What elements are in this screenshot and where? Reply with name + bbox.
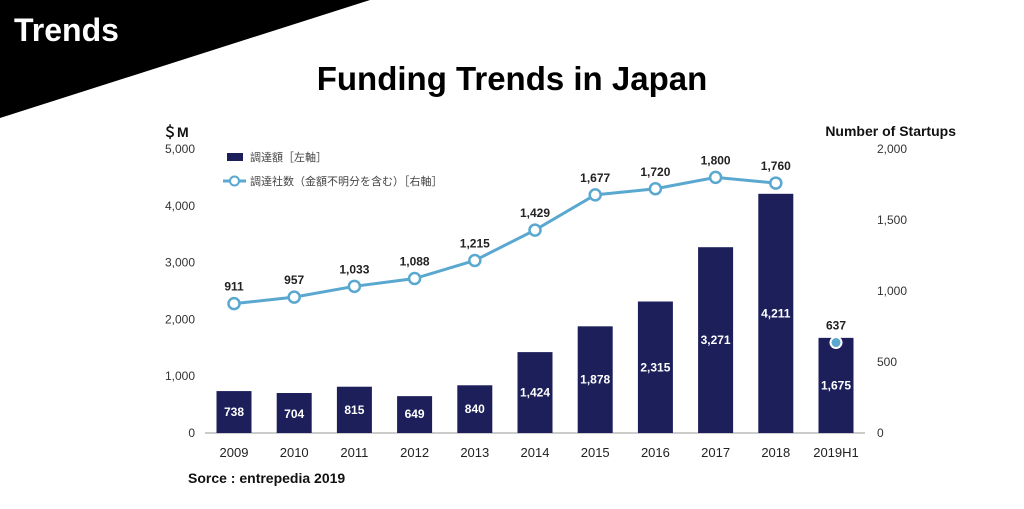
line-data-label: 637	[826, 319, 846, 333]
corner-banner	[0, 0, 370, 118]
line-point-2011	[347, 279, 362, 294]
bar-2015	[577, 326, 613, 433]
line-point-2018	[769, 176, 783, 190]
y-axis-left-label: ＄M	[163, 124, 189, 140]
line-data-label: 1,677	[580, 171, 610, 185]
bar-data-label: 2,315	[640, 360, 670, 374]
page-title: Funding Trends in Japan	[316, 60, 708, 97]
legend-bar-label: 調達額［左軸］	[250, 150, 327, 164]
bar-data-label: 1,675	[821, 378, 851, 392]
legend-bar-swatch	[227, 153, 243, 161]
y-right-tick-label: 1,500	[877, 213, 907, 227]
section-label: Trends	[14, 12, 119, 48]
line-data-label: 1,760	[761, 159, 791, 173]
y-right-tick-label: 1,000	[877, 284, 907, 298]
y-left-tick-label: 2,000	[165, 312, 195, 326]
x-tick-label: 2015	[581, 445, 610, 460]
bar-2010	[276, 393, 312, 433]
line-data-label: 957	[284, 273, 304, 287]
y-left-tick-label: 3,000	[165, 256, 195, 270]
line-point-2016	[648, 182, 663, 196]
bar-data-label: 649	[405, 407, 425, 421]
x-tick-label: 2016	[641, 445, 670, 460]
line-point-2009	[227, 296, 241, 311]
line-data-label: 911	[224, 280, 244, 294]
bar-2013	[457, 385, 493, 433]
y-left-tick-label: 1,000	[165, 369, 195, 383]
line-point-2012	[407, 271, 422, 286]
source-note: Sorce : entrepedia 2019	[188, 470, 346, 486]
x-tick-label: 2012	[400, 445, 429, 460]
bar-2014	[517, 352, 553, 433]
bar-data-label: 4,211	[761, 306, 791, 320]
line-data-label: 1,429	[520, 206, 550, 220]
bar-data-label: 840	[465, 402, 485, 416]
y-right-tick-label: 0	[877, 426, 884, 440]
bar-data-label: 738	[224, 405, 244, 419]
y-left-tick-label: 5,000	[165, 142, 195, 156]
bar-2017	[698, 247, 734, 433]
line-data-label: 1,033	[339, 262, 369, 276]
y-left-tick-label: 4,000	[165, 199, 195, 213]
line-point-2017	[708, 170, 723, 185]
x-tick-label: 2013	[460, 445, 489, 460]
y-right-tick-label: 500	[877, 355, 897, 369]
line-data-label: 1,800	[701, 153, 731, 167]
line-point-2015	[588, 188, 602, 202]
bar-data-label: 3,271	[701, 333, 731, 347]
x-tick-label: 2019H1	[813, 445, 859, 460]
y-right-tick-label: 2,000	[877, 142, 907, 156]
line-point-2013	[468, 253, 482, 268]
y-left-tick-label: 0	[188, 426, 195, 440]
bar-2012	[397, 396, 433, 433]
x-tick-label: 2017	[701, 445, 730, 460]
bar-data-label: 704	[284, 407, 304, 421]
line-data-label: 1,088	[400, 255, 430, 269]
line-point-2010	[287, 290, 301, 304]
x-tick-label: 2011	[340, 445, 368, 460]
x-tick-label: 2009	[220, 445, 249, 460]
legend-line-label: 調達社数（金額不明分を含む）［右軸］	[250, 174, 443, 188]
x-tick-label: 2010	[280, 445, 309, 460]
line-data-label: 1,215	[460, 236, 490, 250]
y-axis-right-label: Number of Startups	[825, 123, 956, 139]
line-data-label: 1,720	[640, 165, 670, 179]
bar-2019H1	[818, 337, 854, 433]
x-tick-label: 2014	[521, 445, 550, 460]
bar-data-label: 1,424	[520, 386, 550, 400]
legend-line-marker	[229, 175, 240, 187]
line-point-2019H1	[829, 336, 843, 350]
bar-2009	[216, 391, 252, 433]
bar-2011	[336, 386, 372, 433]
startups-line	[233, 175, 776, 306]
bar-data-label: 815	[344, 403, 364, 417]
bar-2016	[637, 301, 673, 433]
bar-2018	[758, 193, 794, 433]
x-tick-label: 2018	[761, 445, 790, 460]
bar-data-label: 1,878	[580, 373, 610, 387]
line-point-2014	[528, 223, 542, 237]
